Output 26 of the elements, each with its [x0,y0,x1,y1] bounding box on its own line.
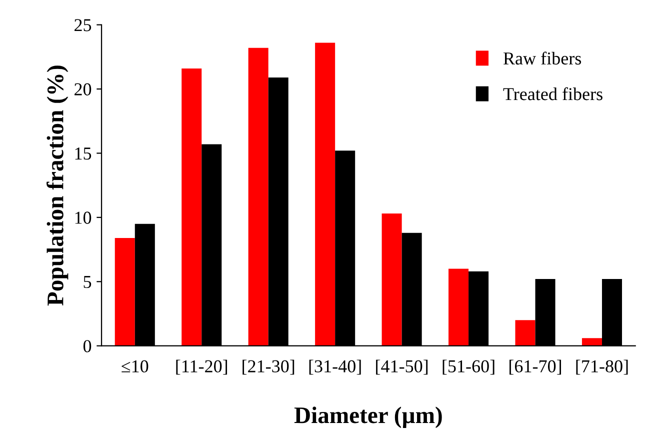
bar [582,338,602,346]
x-tick-label: [51-60] [442,360,494,375]
x-tick-label: [31-40] [309,360,361,375]
bar [382,214,402,346]
x-tick-label: [21-30] [242,360,294,375]
x-axis-title: Diameter (µm) [294,406,442,428]
y-tick-label: 5 [84,276,92,288]
bar [182,68,202,346]
bar [315,42,336,346]
y-tick-label: 10 [75,212,92,224]
y-tick-label: 0 [83,340,92,352]
y-tick-label: 25 [74,19,92,32]
x-tick-label: [71-80] [576,360,628,375]
x-tick-label: ≤10 [122,360,148,372]
bar [515,320,536,346]
bar [114,238,135,346]
x-tick-label: [41-50] [376,360,428,375]
y-tick-label: 15 [75,148,92,160]
legend-label: Raw fibers [503,52,582,65]
bar [248,48,268,346]
x-tick-label: [61-70] [510,360,561,375]
y-axis-title: Population fraction (%) [46,66,68,306]
y-tick-label: 20 [74,83,92,96]
legend-label: Treated fibers [503,87,602,100]
x-tick-label: [11-20] [176,360,228,375]
bar [448,268,469,346]
